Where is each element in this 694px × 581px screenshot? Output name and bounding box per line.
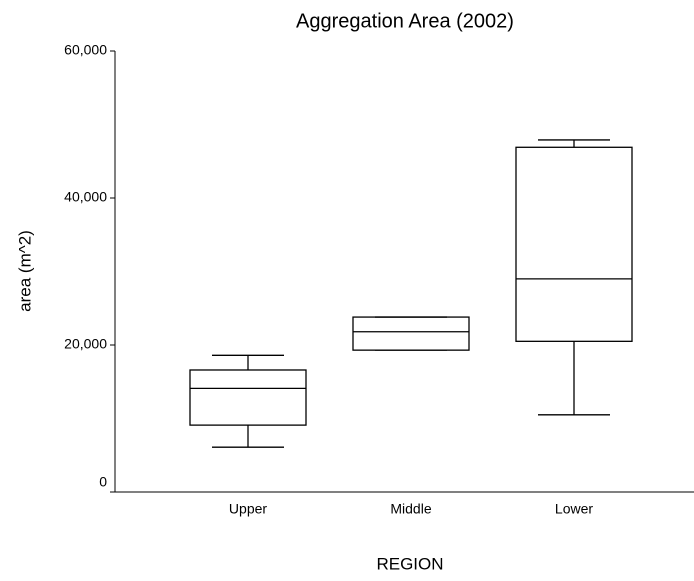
y-tick-label: 20,000 — [64, 336, 107, 352]
box — [352, 316, 470, 351]
x-tick-label: Upper — [229, 501, 267, 517]
chart-title: Aggregation Area (2002) — [296, 10, 514, 32]
box — [189, 369, 307, 426]
y-tick-label: 0 — [99, 474, 107, 490]
y-axis-label: area (m^2) — [15, 230, 34, 312]
x-axis-label: REGION — [376, 554, 443, 573]
y-tick-label: 40,000 — [64, 189, 107, 205]
x-tick-label: Middle — [390, 501, 431, 517]
x-tick-label: Lower — [555, 501, 593, 517]
y-tick-label: 60,000 — [64, 42, 107, 58]
box — [515, 146, 633, 342]
